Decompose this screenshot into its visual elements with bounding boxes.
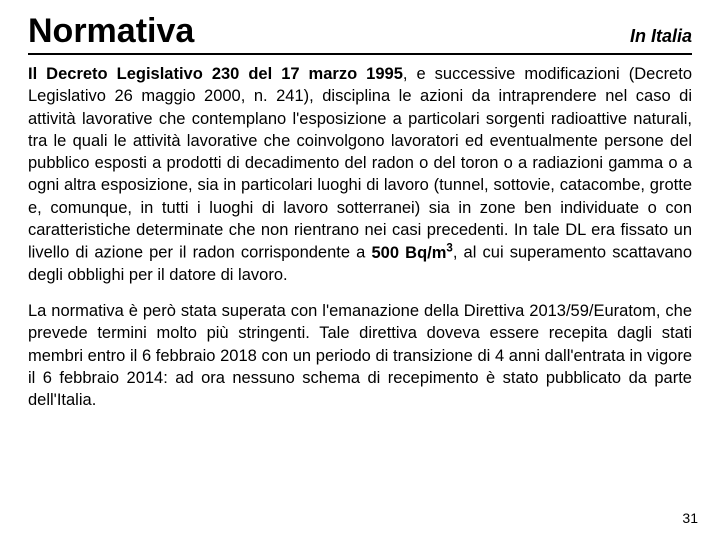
- limit-base: 500 Bq/m: [372, 244, 447, 262]
- para1-body: , e successive modificazioni (Decreto Le…: [28, 65, 692, 262]
- page-number: 31: [682, 510, 698, 526]
- header: Normativa In Italia: [28, 12, 692, 55]
- page-title: Normativa: [28, 12, 194, 51]
- limit-value: 500 Bq/m3: [372, 244, 453, 262]
- page-subtitle: In Italia: [630, 26, 692, 47]
- paragraph-1: Il Decreto Legislativo 230 del 17 marzo …: [28, 63, 692, 286]
- decree-ref: Il Decreto Legislativo 230 del 17 marzo …: [28, 65, 403, 83]
- paragraph-2: La normativa è però stata superata con l…: [28, 300, 692, 411]
